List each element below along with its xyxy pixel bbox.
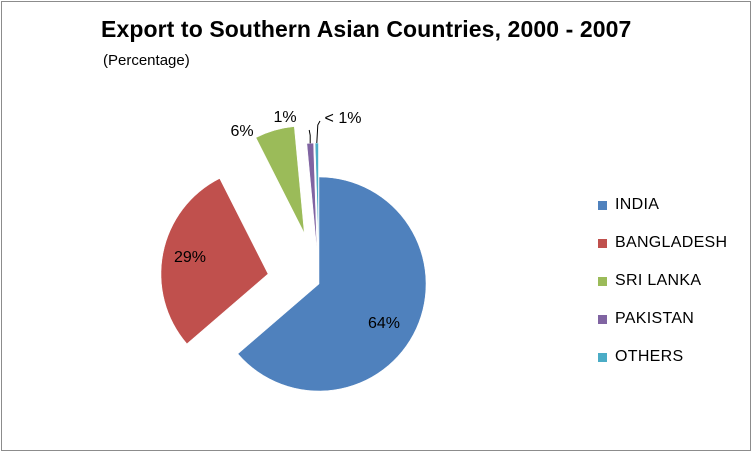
legend-item-india: INDIA — [598, 186, 748, 224]
legend-item-sri-lanka: SRI LANKA — [598, 262, 748, 300]
legend-item-pakistan: PAKISTAN — [598, 300, 748, 338]
legend-item-others: OTHERS — [598, 338, 748, 376]
legend-swatch — [598, 352, 607, 362]
chart-title: Export to Southern Asian Countries, 2000… — [101, 16, 632, 42]
pie-slice-india — [237, 176, 427, 392]
legend-label: OTHERS — [615, 348, 684, 365]
legend-label: SRI LANKA — [615, 272, 702, 289]
legend-label: BANGLADESH — [615, 234, 728, 251]
legend-swatch — [598, 238, 607, 248]
leader-line-pakistan — [308, 129, 311, 144]
legend-item-bangladesh: BANGLADESH — [598, 224, 748, 262]
data-label-bangladesh: 29% — [174, 249, 206, 266]
pie-slice-bangladesh — [160, 178, 269, 345]
legend-swatch — [598, 276, 607, 286]
pie-slice-pakistan — [306, 142, 318, 251]
data-label-india: 64% — [368, 315, 400, 332]
data-label-others: < 1% — [325, 110, 362, 127]
legend-label: PAKISTAN — [615, 310, 695, 327]
legend-swatch — [598, 200, 607, 210]
legend-swatch — [598, 314, 607, 324]
pie-slice-sri-lanka — [255, 126, 305, 234]
data-label-sri-lanka: 6% — [230, 123, 253, 140]
chart-subtitle: (Percentage) — [103, 52, 190, 69]
legend-label: INDIA — [615, 196, 660, 213]
chart-legend: INDIA BANGLADESH SRI LANKA PAKISTAN OTHERS — [598, 186, 748, 376]
data-label-pakistan: 1% — [273, 109, 296, 126]
leader-line-others — [316, 120, 321, 144]
